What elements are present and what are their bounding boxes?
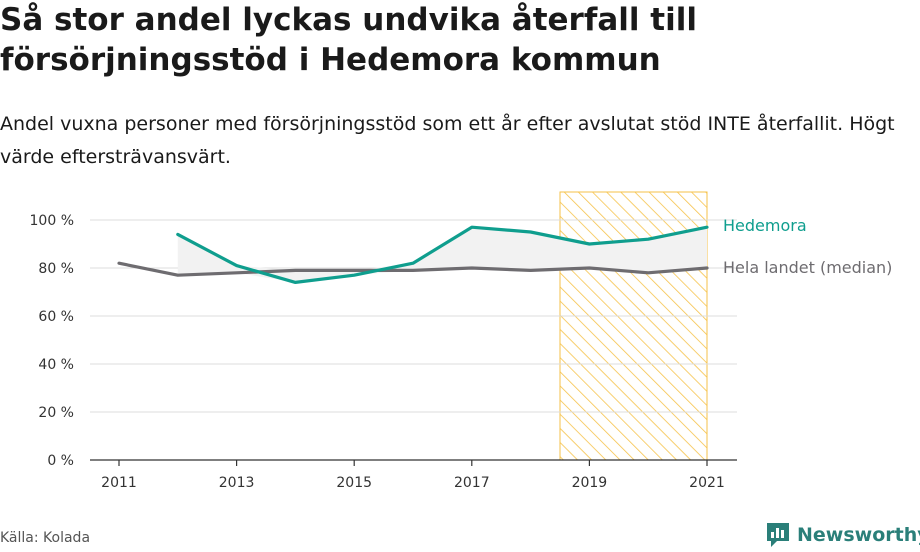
y-tick-label: 40 % [38, 357, 74, 373]
y-tick-label: 80 % [38, 261, 74, 277]
x-tick-label: 2011 [101, 475, 137, 491]
brand-logo: Newsworthy [765, 520, 920, 550]
x-tick-label: 2021 [689, 475, 725, 491]
source-note: Källa: Kolada [0, 530, 91, 546]
x-tick-label: 2019 [572, 475, 608, 491]
y-tick-label: 100 % [30, 213, 74, 229]
line-chart: 0 % 20 % 40 % 60 % 80 % 100 % 2011 2013 2015 2017… [30, 191, 892, 491]
y-tick-label: 60 % [38, 309, 74, 325]
newsworthy-logo-icon [767, 523, 789, 547]
brand-name: Newsworthy [797, 524, 920, 546]
y-tick-label: 0 % [47, 453, 74, 469]
y-tick-label: 20 % [38, 405, 74, 421]
series-label-hedemora: Hedemora [723, 216, 807, 235]
chart-title: Så stor andel lyckas undvika återfall ti… [0, 2, 697, 78]
x-tick-label: 2015 [336, 475, 372, 491]
x-tick-label: 2017 [454, 475, 490, 491]
series-label-national: Hela landet (median) [723, 258, 892, 277]
x-tick-label: 2013 [219, 475, 255, 491]
chart-subtitle: Andel vuxna personer med försörjningsstö… [0, 113, 895, 168]
series-line-hedemora [176, 225, 709, 285]
series-line-national [117, 261, 709, 277]
